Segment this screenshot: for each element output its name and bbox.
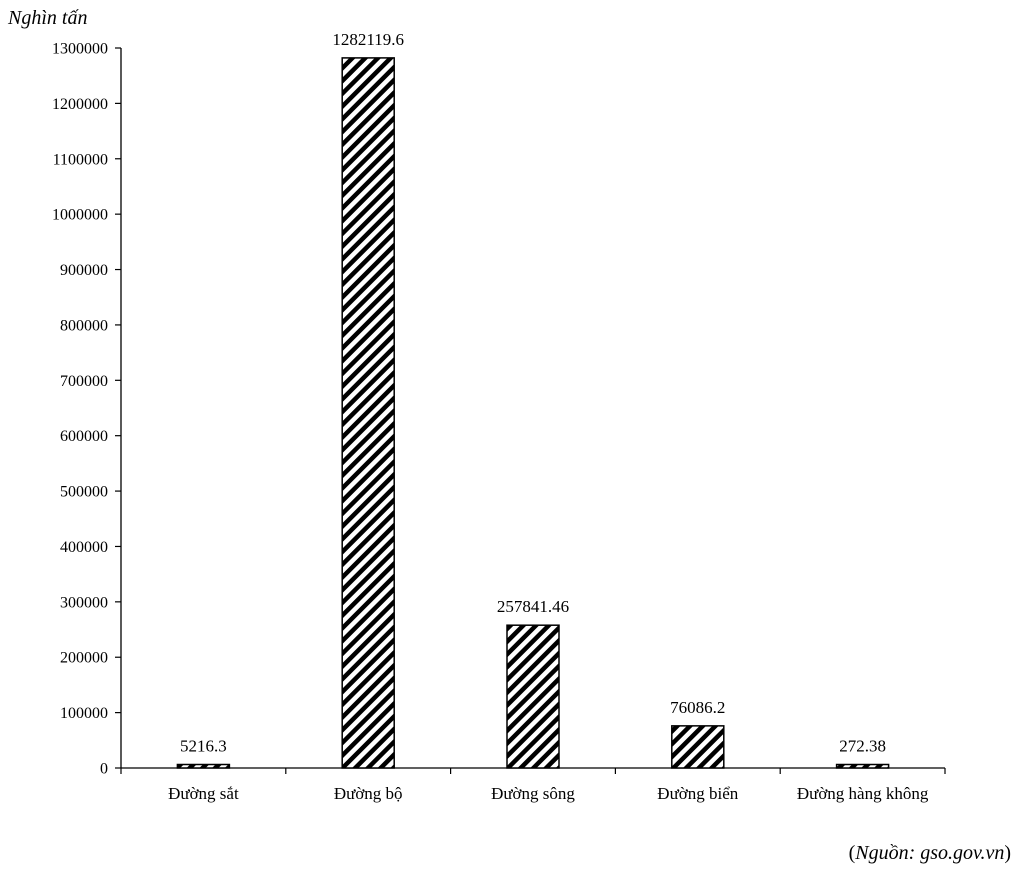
category-label: Đường sắt bbox=[168, 784, 239, 803]
y-tick-label: 100000 bbox=[60, 705, 108, 722]
bar bbox=[671, 725, 725, 769]
y-tick-label: 300000 bbox=[60, 594, 108, 611]
bar bbox=[506, 624, 560, 769]
y-tick-label: 600000 bbox=[60, 428, 108, 445]
y-axis-ticks: 0 100000 200000 300000 400000 500000 600000 700… bbox=[52, 41, 121, 778]
data-label: 5216.3 bbox=[180, 737, 227, 756]
y-tick-label: 1000000 bbox=[52, 207, 108, 224]
source-note: (Nguồn: gso.gov.vn) bbox=[849, 842, 1011, 865]
source-open-paren: ( bbox=[848, 842, 856, 864]
source-text: Nguồn: gso.gov.vn bbox=[855, 842, 1005, 864]
y-tick-label: 900000 bbox=[60, 262, 108, 279]
y-tick-label: 1300000 bbox=[52, 41, 108, 58]
y-tick-label: 400000 bbox=[60, 539, 108, 556]
category-labels: Đường sắt Đường bộ Đường sông Đường biển Đườ… bbox=[168, 784, 929, 803]
data-label: 257841.46 bbox=[497, 597, 569, 616]
y-tick-label: 700000 bbox=[60, 373, 108, 390]
category-label: Đường biển bbox=[657, 784, 738, 803]
y-tick-label: 1200000 bbox=[52, 96, 108, 113]
y-tick-label: 800000 bbox=[60, 317, 108, 334]
data-label: 76086.2 bbox=[670, 698, 725, 717]
bars bbox=[176, 57, 890, 769]
y-tick-label: 0 bbox=[100, 761, 108, 778]
data-label: 1282119.6 bbox=[332, 30, 404, 49]
data-label: 272.38 bbox=[839, 737, 886, 756]
bar bbox=[835, 763, 890, 769]
category-label: Đường sông bbox=[491, 784, 575, 803]
source-close-paren: ) bbox=[1004, 842, 1011, 864]
y-tick-label: 200000 bbox=[60, 650, 108, 667]
y-tick-label: 1100000 bbox=[53, 151, 108, 168]
y-unit-label: Nghìn tấn bbox=[7, 7, 87, 29]
bar bbox=[176, 763, 231, 769]
category-label: Đường bộ bbox=[334, 784, 403, 803]
category-label: Đường hàng không bbox=[797, 784, 929, 803]
data-labels: 5216.3 1282119.6 257841.46 76086.2 272.38 bbox=[180, 30, 886, 756]
bar bbox=[341, 57, 395, 769]
y-tick-label: 500000 bbox=[60, 484, 108, 501]
